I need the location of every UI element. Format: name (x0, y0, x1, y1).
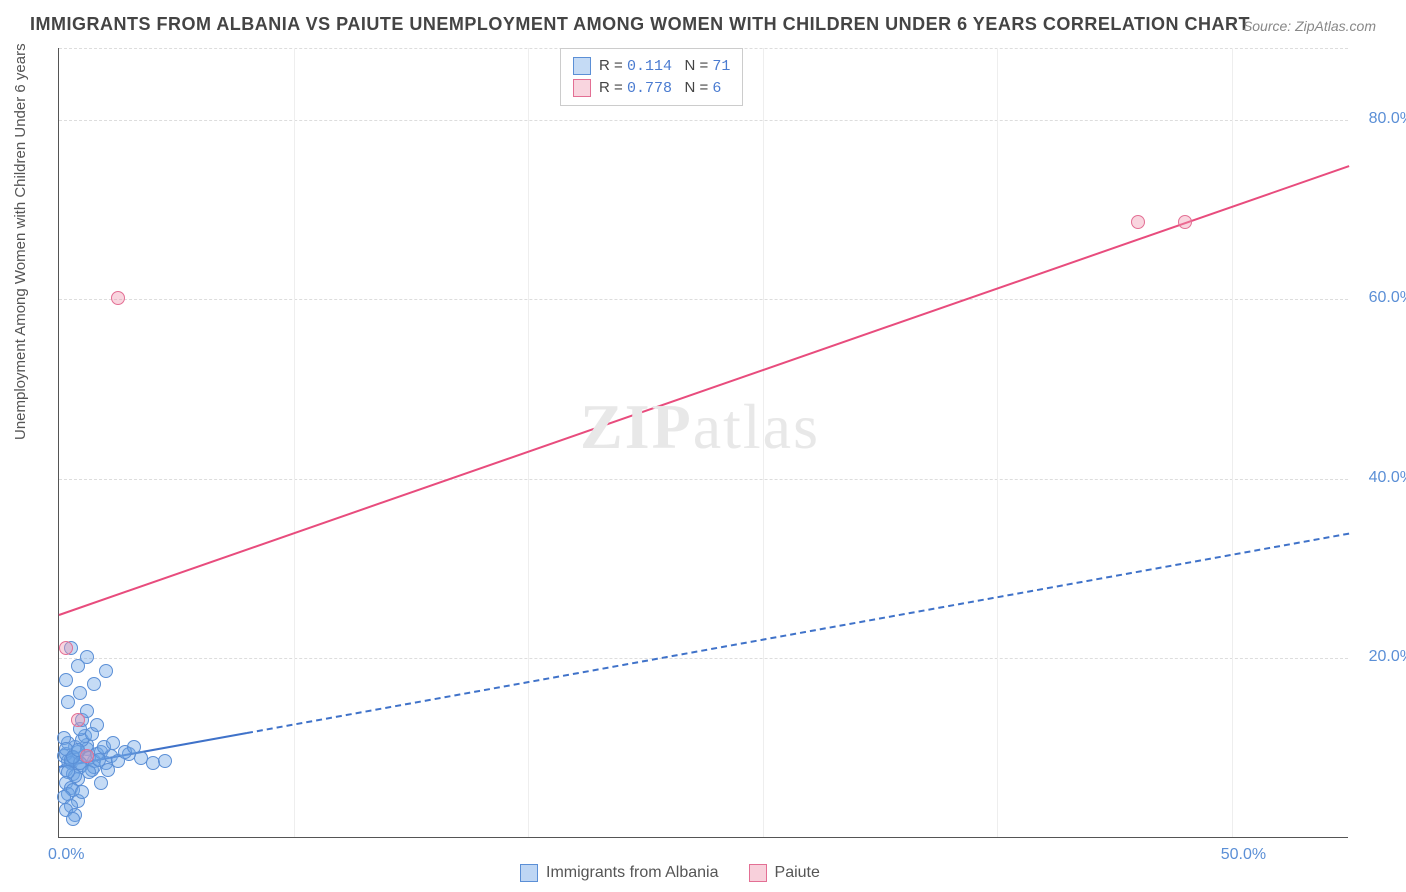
y-tick-label: 40.0% (1354, 469, 1406, 487)
data-point (106, 736, 120, 750)
data-point (66, 812, 80, 826)
gridline-v (763, 48, 764, 837)
data-point (111, 291, 125, 305)
data-point (71, 713, 85, 727)
y-tick-label: 60.0% (1354, 289, 1406, 307)
data-point (80, 650, 94, 664)
y-tick-label: 20.0% (1354, 648, 1406, 666)
data-point (61, 695, 75, 709)
data-point (127, 740, 141, 754)
gridline-h (59, 120, 1348, 121)
data-point (73, 686, 87, 700)
legend-item: Immigrants from Albania (520, 864, 719, 882)
legend-stats: R = 0.778 N = 6 (599, 79, 721, 97)
x-tick-label: 0.0% (48, 846, 84, 864)
legend-stats: R = 0.114 N = 71 (599, 57, 730, 75)
data-point (87, 677, 101, 691)
gridline-v (997, 48, 998, 837)
data-point (1131, 215, 1145, 229)
data-point (94, 776, 108, 790)
gridline-h (59, 299, 1348, 300)
gridline-v (528, 48, 529, 837)
gridline-h (59, 658, 1348, 659)
source-text: Source: ZipAtlas.com (1243, 18, 1376, 34)
legend-swatch (749, 864, 767, 882)
legend-swatch (520, 864, 538, 882)
data-point (101, 763, 115, 777)
chart-title: IMMIGRANTS FROM ALBANIA VS PAIUTE UNEMPL… (30, 14, 1250, 35)
gridline-v (294, 48, 295, 837)
gridline-h (59, 479, 1348, 480)
y-tick-label: 80.0% (1354, 110, 1406, 128)
legend-swatch (573, 79, 591, 97)
stats-legend: R = 0.114 N = 71 R = 0.778 N = 6 (560, 48, 743, 106)
data-point (59, 673, 73, 687)
data-point (90, 718, 104, 732)
series-legend: Immigrants from Albania Paiute (520, 864, 820, 882)
legend-swatch (573, 57, 591, 75)
legend-item: Paiute (749, 864, 820, 882)
data-point (1178, 215, 1192, 229)
chart-plot-area (58, 48, 1348, 838)
data-point (158, 754, 172, 768)
legend-label: Immigrants from Albania (546, 864, 719, 882)
legend-row: R = 0.114 N = 71 (573, 55, 730, 77)
data-point (59, 641, 73, 655)
data-point (82, 765, 96, 779)
legend-label: Paiute (775, 864, 820, 882)
y-axis-label: Unemployment Among Women with Children U… (12, 43, 29, 440)
data-point (80, 749, 94, 763)
data-point (75, 785, 89, 799)
trendline-solid (59, 165, 1350, 616)
legend-row: R = 0.778 N = 6 (573, 77, 730, 99)
data-point (99, 664, 113, 678)
x-tick-label: 50.0% (1221, 846, 1266, 864)
trendline-dashed (246, 533, 1349, 734)
gridline-v (1232, 48, 1233, 837)
